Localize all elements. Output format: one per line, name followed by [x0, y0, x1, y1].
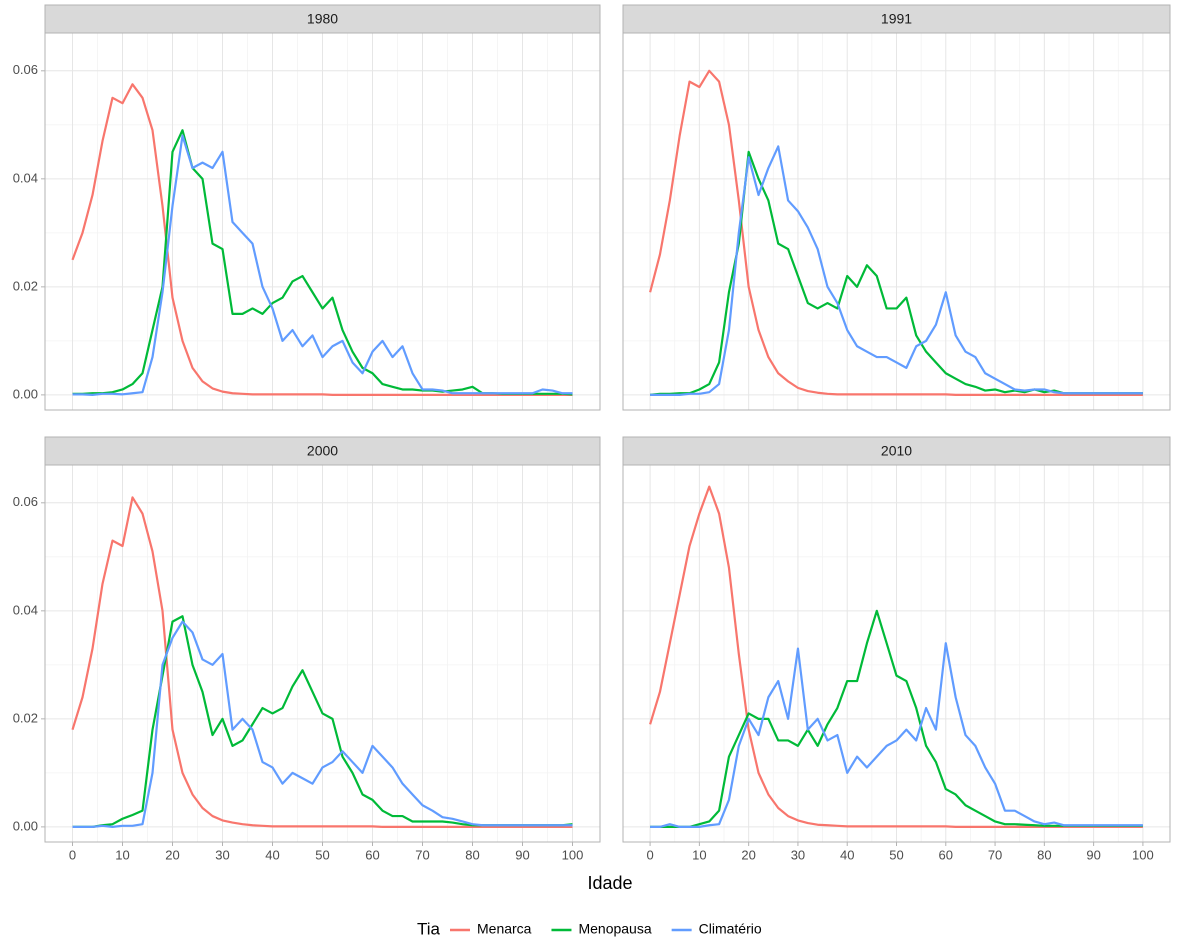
x-tick-label: 0	[646, 847, 653, 862]
x-tick-label: 60	[939, 847, 953, 862]
data-line	[650, 642, 1143, 828]
y-tick-label: 0.06	[13, 62, 38, 77]
facet-strip	[44, 436, 601, 466]
panel-border	[622, 32, 1171, 411]
y-tick-label: 0.04	[13, 170, 38, 185]
x-tick-label: 30	[215, 847, 229, 862]
y-tick-label: 0.06	[13, 494, 38, 509]
x-tick-label: 20	[741, 847, 755, 862]
y-tick-label: 0.02	[13, 710, 38, 725]
x-axis-label: Idade	[587, 873, 632, 893]
x-tick-label: 100	[562, 847, 584, 862]
facet-strip	[622, 436, 1171, 466]
legend-label: Menopausa	[578, 921, 651, 937]
facet-title: 2000	[307, 443, 338, 459]
y-tick-label: 0.00	[13, 818, 38, 833]
x-tick-label: 70	[415, 847, 429, 862]
x-tick-label: 100	[1132, 847, 1154, 862]
x-tick-label: 80	[1037, 847, 1051, 862]
x-tick-label: 40	[265, 847, 279, 862]
data-line	[71, 496, 573, 828]
data-line	[72, 620, 573, 828]
x-tick-label: 20	[165, 847, 179, 862]
x-tick-label: 90	[515, 847, 529, 862]
x-tick-label: 40	[840, 847, 854, 862]
y-tick-label: 0.04	[13, 602, 38, 617]
x-tick-label: 10	[115, 847, 129, 862]
facet-strip	[44, 4, 601, 34]
legend-label: Menarca	[477, 921, 532, 937]
panel-border	[44, 32, 601, 411]
data-line	[72, 134, 573, 396]
x-tick-label: 60	[365, 847, 379, 862]
data-line	[71, 83, 573, 396]
facet-title: 1980	[307, 11, 338, 27]
y-tick-label: 0.02	[13, 278, 38, 293]
legend-title: Tia	[417, 919, 441, 938]
x-tick-label: 70	[988, 847, 1002, 862]
data-line	[650, 609, 1143, 828]
facet-title: 2010	[881, 443, 912, 459]
x-tick-label: 50	[889, 847, 903, 862]
x-tick-label: 30	[791, 847, 805, 862]
data-line	[649, 69, 1143, 396]
x-tick-label: 0	[69, 847, 76, 862]
x-tick-label: 80	[465, 847, 479, 862]
legend-label: Climatério	[699, 921, 762, 937]
y-tick-label: 0.00	[13, 386, 38, 401]
x-tick-label: 10	[692, 847, 706, 862]
facet-title: 1991	[881, 11, 912, 27]
x-tick-label: 90	[1086, 847, 1100, 862]
x-tick-label: 50	[315, 847, 329, 862]
data-line	[650, 145, 1143, 396]
